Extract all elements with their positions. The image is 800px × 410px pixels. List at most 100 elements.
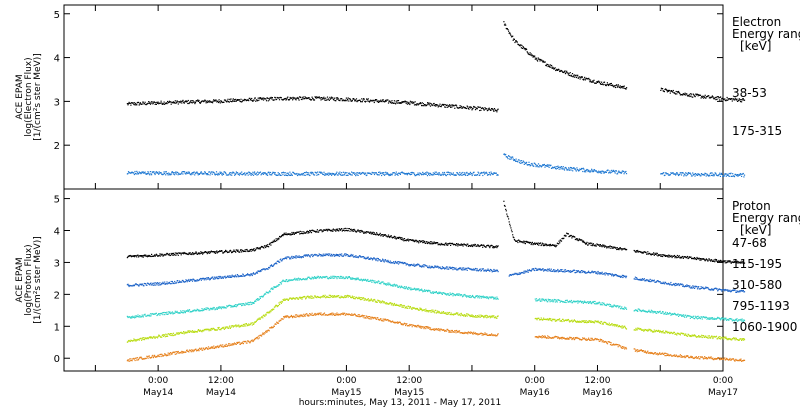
electron-point (292, 96, 294, 98)
proton-point (270, 264, 273, 266)
electron-point (559, 70, 561, 72)
proton-point (163, 311, 165, 314)
electron-point (248, 171, 250, 173)
electron-point (728, 172, 730, 175)
electron-point (217, 172, 219, 174)
proton-point (640, 279, 642, 281)
proton-point (201, 251, 203, 253)
electron-point (149, 103, 152, 105)
proton-point (146, 315, 148, 317)
proton-point (160, 283, 162, 286)
electron-point (489, 108, 491, 110)
proton-point (199, 253, 201, 255)
proton-point (188, 278, 190, 281)
proton-point (594, 271, 596, 273)
electron-point (356, 101, 358, 103)
electron-point (331, 174, 333, 176)
electron-point (556, 167, 558, 169)
electron-point (579, 78, 581, 80)
proton-point (144, 255, 146, 257)
proton-point (710, 260, 712, 262)
proton-point (347, 277, 349, 280)
electron-point (390, 102, 392, 104)
proton-point (707, 260, 709, 262)
proton-point (551, 300, 553, 302)
proton-point (259, 296, 261, 298)
proton-point (240, 303, 242, 305)
proton-point (290, 233, 292, 235)
proton-point (743, 262, 746, 264)
proton-point (474, 297, 476, 299)
electron-point (544, 61, 546, 63)
electron-point (378, 174, 380, 176)
proton-point (134, 315, 136, 317)
electron-point (147, 171, 149, 173)
proton-point (145, 255, 147, 257)
proton-point (150, 255, 152, 258)
electron-point (434, 105, 436, 107)
proton-point (707, 317, 709, 319)
proton-point (496, 247, 498, 249)
proton-point (503, 204, 506, 207)
proton-point (483, 270, 485, 272)
electron-point (245, 174, 247, 176)
proton-point (701, 316, 703, 318)
proton-point (416, 264, 418, 266)
proton-point (250, 250, 252, 252)
proton-point (222, 252, 224, 254)
electron-point (148, 173, 150, 175)
electron-point (371, 100, 374, 102)
proton-point (728, 290, 730, 292)
proton-point (263, 294, 265, 296)
electron-point (437, 104, 439, 106)
proton-point (387, 284, 390, 286)
proton-point (508, 221, 510, 223)
electron-point (443, 103, 445, 106)
electron-point (534, 162, 536, 165)
proton-point (129, 316, 131, 318)
proton-point (682, 314, 684, 316)
proton-point (446, 294, 448, 296)
proton-point (188, 309, 191, 311)
electron-point (423, 173, 426, 175)
proton-point (402, 238, 404, 240)
proton-point (649, 311, 651, 313)
proton-point (285, 256, 287, 258)
electron-point (310, 171, 312, 173)
electron-point (302, 96, 304, 98)
electron-point (386, 173, 388, 175)
proton-point (247, 301, 249, 304)
electron-point (572, 76, 574, 78)
proton-point (335, 276, 337, 278)
electron-point (598, 170, 600, 172)
proton-point (624, 275, 626, 277)
electron-point (523, 161, 525, 163)
electron-point (154, 103, 156, 105)
proton-point (277, 285, 279, 287)
proton-point (272, 288, 274, 290)
proton-point (250, 273, 252, 275)
electron-point (382, 172, 384, 174)
electron-point (529, 164, 531, 166)
electron-point (433, 102, 435, 105)
electron-point (558, 69, 560, 71)
proton-point (619, 305, 621, 307)
electron-ylabel-line: ACE EPAM (15, 74, 25, 119)
proton-point (259, 247, 261, 249)
electron-point (207, 100, 209, 102)
proton-point (196, 279, 198, 281)
electron-point (584, 76, 586, 78)
proton-point (521, 271, 523, 274)
proton-point (537, 299, 539, 301)
proton-point (159, 282, 161, 284)
proton-point (220, 277, 223, 279)
electron-point (739, 173, 741, 175)
proton-point (237, 249, 239, 251)
electron-point (321, 172, 323, 174)
proton-point (371, 281, 373, 283)
electron-point (174, 172, 176, 174)
electron-point (536, 164, 538, 166)
proton-point (354, 279, 356, 281)
proton-point (338, 255, 340, 257)
proton-point (556, 270, 558, 272)
